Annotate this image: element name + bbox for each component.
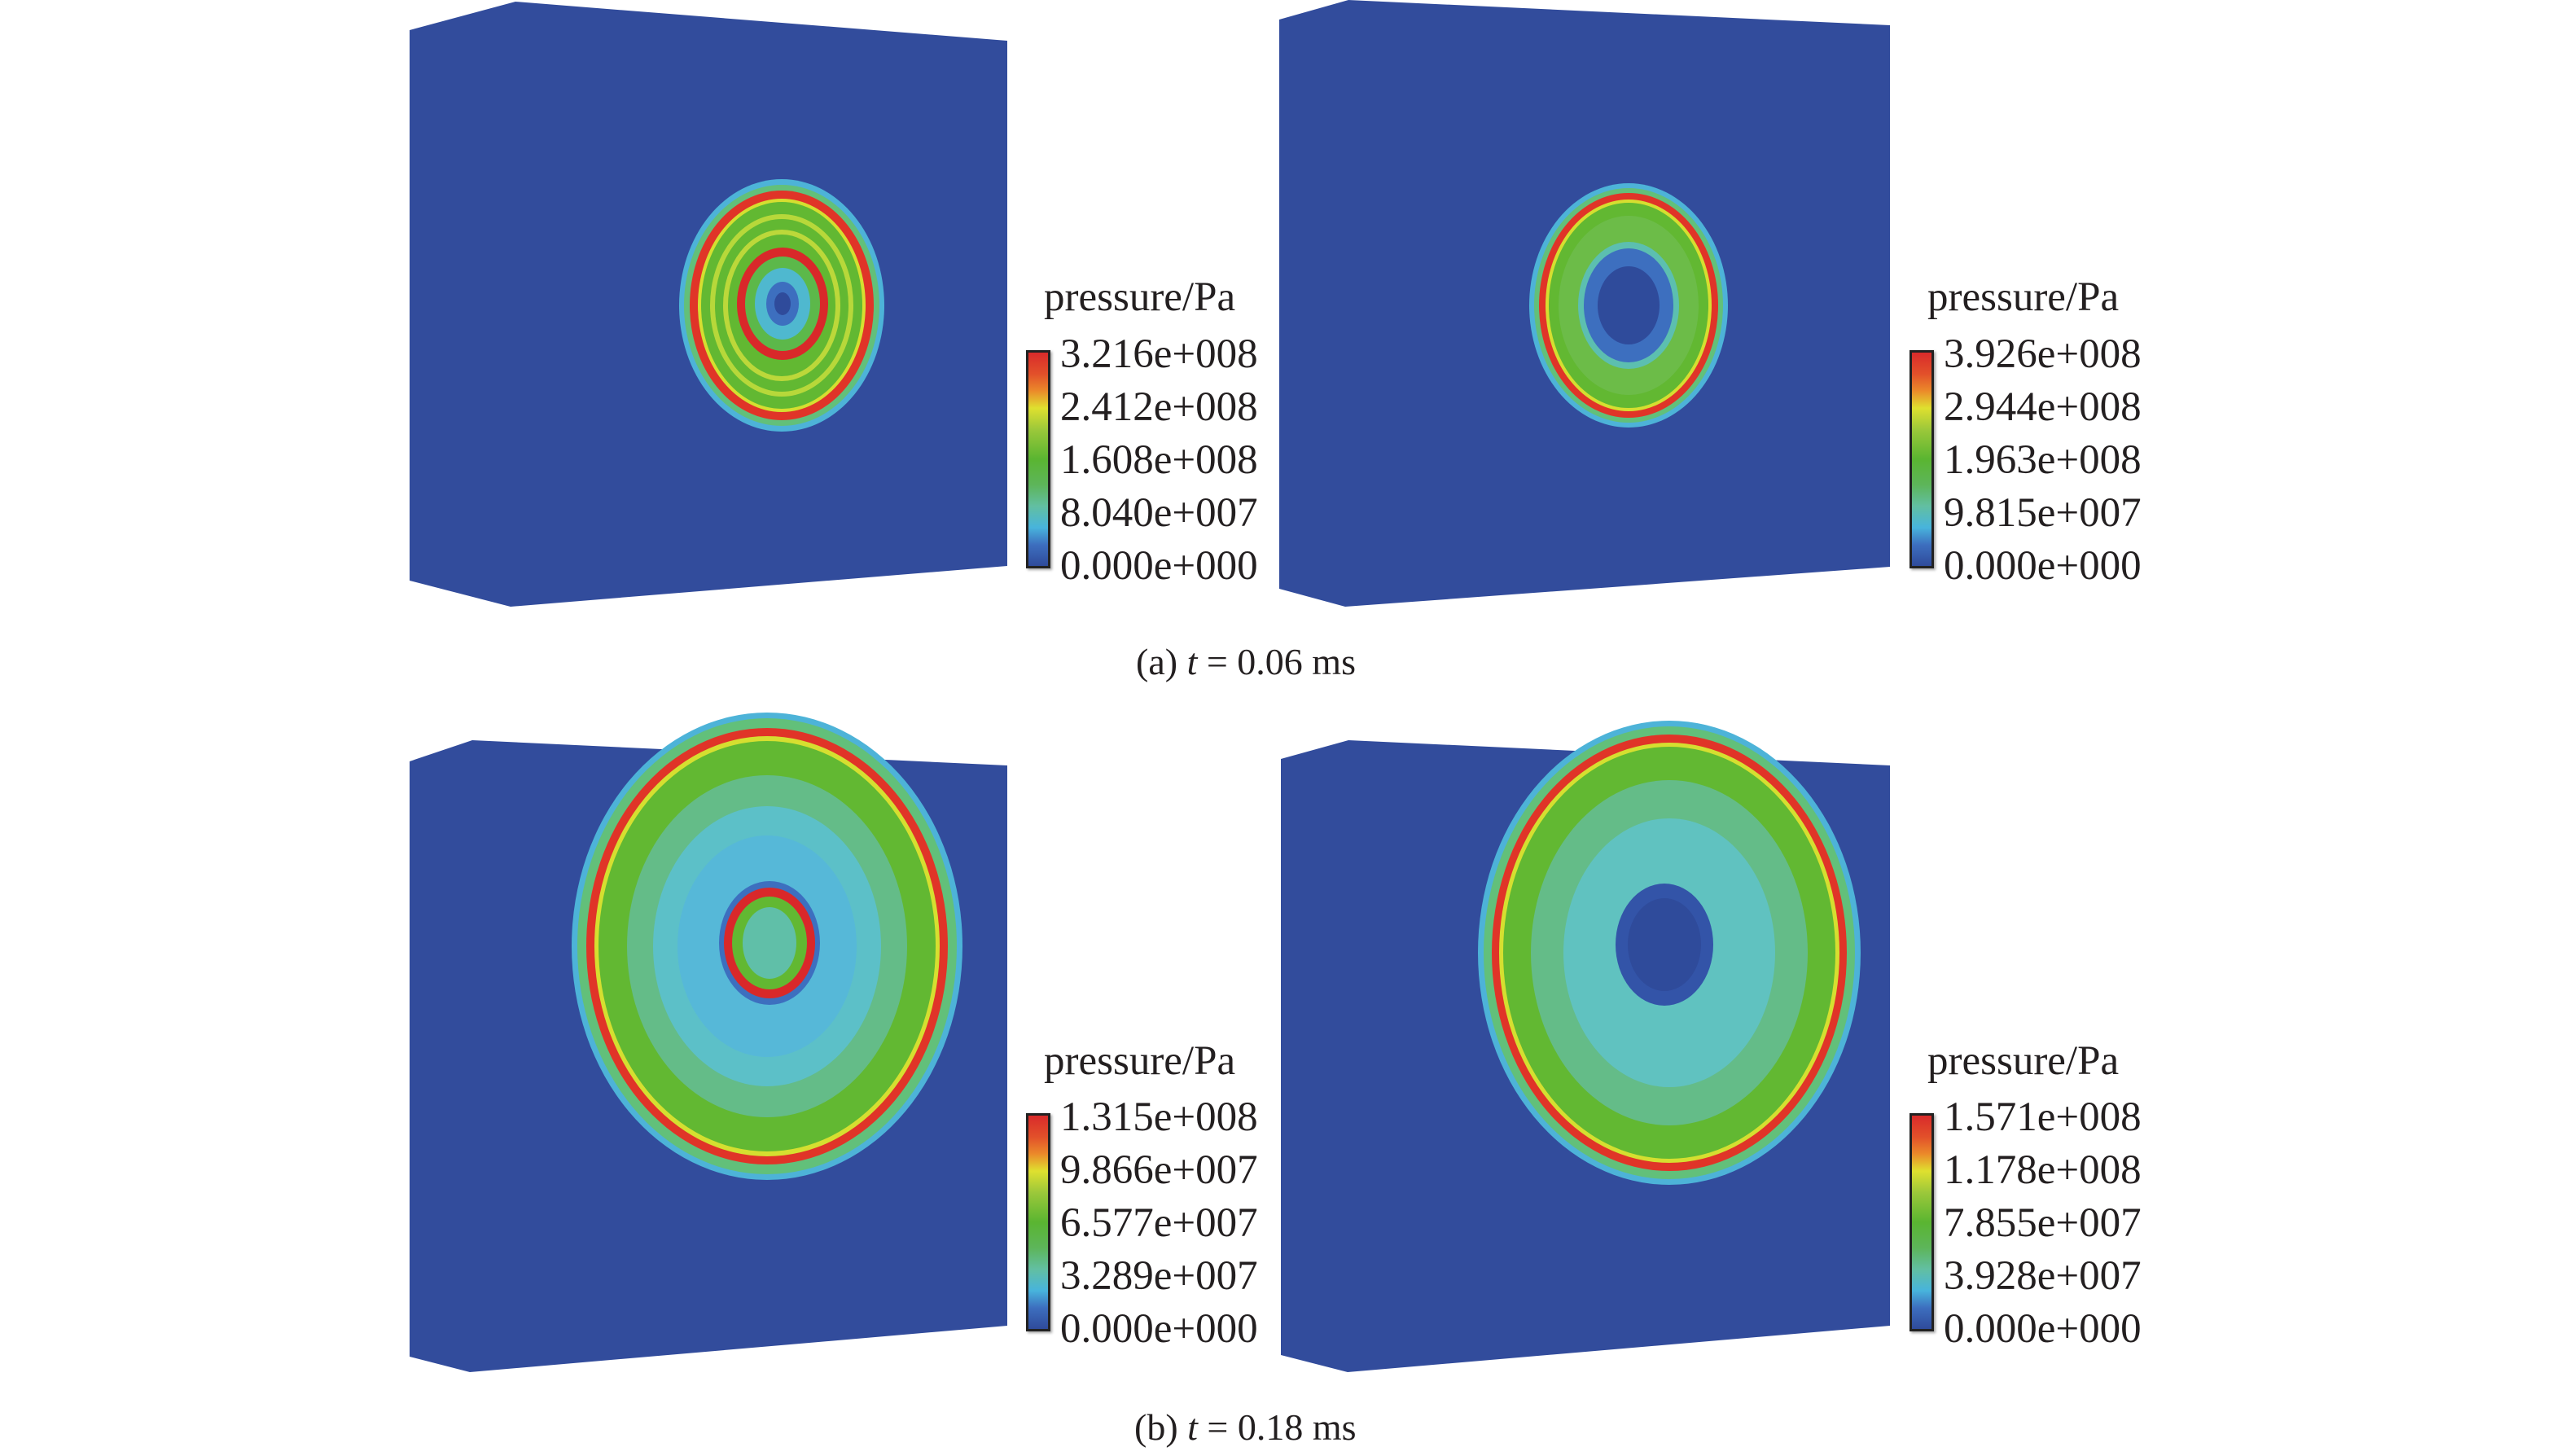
legend-title: pressure/Pa [1044, 1038, 1236, 1084]
caption-value: = 0.06 ms [1197, 641, 1356, 682]
panel-b-left: pressure/Pa 1.315e+008 9.866e+007 6.577e… [410, 713, 1258, 1372]
colorbar-tick: 0.000e+000 [1944, 1306, 2142, 1352]
colorbar-tick: 7.855e+007 [1944, 1200, 2142, 1246]
caption-variable: t [1187, 1406, 1198, 1448]
colorbar-tick: 0.000e+000 [1944, 543, 2142, 589]
caption-label: (a) [1136, 641, 1187, 682]
colorbar-tick: 1.315e+008 [1060, 1094, 1258, 1140]
colorbar-tick: 8.040e+007 [1060, 490, 1258, 536]
panel-a-right: pressure/Pa 3.926e+008 2.944e+008 1.963e… [0, 0, 2565, 619]
legend-title: pressure/Pa [1927, 1038, 2120, 1084]
colorbar-tick: 3.926e+008 [1944, 331, 2142, 377]
pressure-field-box [410, 2, 1007, 607]
caption-a: (a) t = 0.06 ms [1136, 643, 1356, 681]
colorbar-tick: 3.289e+007 [1060, 1253, 1258, 1299]
colorbar-tick: 2.412e+008 [1060, 384, 1258, 430]
colorbar-tick: 1.571e+008 [1944, 1094, 2142, 1140]
colorbar-tick: 9.815e+007 [1944, 490, 2142, 536]
caption-variable: t [1186, 641, 1198, 682]
colorbar-tick: 0.000e+000 [1060, 1306, 1258, 1352]
colorbar-tick: 3.216e+008 [1060, 331, 1258, 377]
pressure-field-box [410, 713, 1007, 1372]
colorbar-tick: 3.928e+007 [1944, 1253, 2142, 1299]
panel-a-left: pressure/Pa 3.216e+008 2.412e+008 1.608e… [0, 0, 1303, 619]
legend-title: pressure/Pa [1044, 274, 1236, 320]
pressure-field-box [1279, 0, 1890, 607]
caption-label: (b) [1134, 1406, 1188, 1448]
colorbar-tick: 6.577e+007 [1060, 1200, 1258, 1246]
colorbar-tick: 2.944e+008 [1944, 384, 2142, 430]
colorbar [1910, 1113, 1934, 1331]
colorbar-tick: 1.178e+008 [1944, 1147, 2142, 1193]
colorbar [1026, 350, 1050, 568]
colorbar [1026, 1113, 1050, 1331]
colorbar-tick: 0.000e+000 [1060, 543, 1258, 589]
colorbar-tick: 1.608e+008 [1060, 437, 1258, 483]
colorbar-tick: 9.866e+007 [1060, 1147, 1258, 1193]
caption-value: = 0.18 ms [1197, 1406, 1357, 1448]
caption-b: (b) t = 0.18 ms [1134, 1409, 1357, 1446]
colorbar-tick: 1.963e+008 [1944, 437, 2142, 483]
legend-title: pressure/Pa [1927, 274, 2120, 320]
colorbar [1910, 350, 1934, 568]
